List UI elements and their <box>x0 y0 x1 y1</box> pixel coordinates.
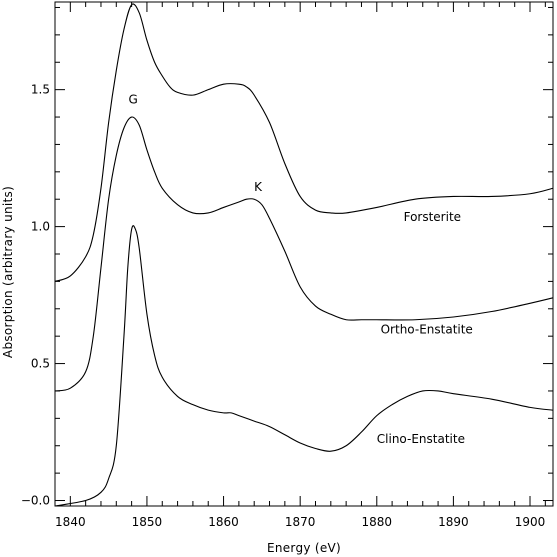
series-line-forsterite <box>54 3 554 282</box>
y-tick-label: 1.5 <box>31 83 50 97</box>
x-tick-label: 1840 <box>55 515 86 529</box>
series-label-clino-enstatite: Clino-Enstatite <box>377 432 465 446</box>
y-tick-label: 1.0 <box>31 220 50 234</box>
x-tick-label: 1870 <box>285 515 316 529</box>
chart-labels: Forsterite Ortho-Enstatite Clino-Enstatite… <box>128 92 472 446</box>
x-axis-title: Energy (eV) <box>267 541 341 555</box>
y-tick-label: 0.5 <box>31 357 50 371</box>
series-lines <box>54 3 554 507</box>
plot-frame <box>54 1 554 507</box>
x-tick-label: 1860 <box>208 515 239 529</box>
series-line-clino-enstatite <box>54 225 554 507</box>
y-tick-label: −0.0 <box>21 494 50 508</box>
x-tick-label: 1880 <box>362 515 393 529</box>
peak-label-k: K <box>254 180 263 194</box>
x-tick-label: 1900 <box>515 515 546 529</box>
series-line-ortho-enstatite <box>54 116 554 392</box>
series-label-forsterite: Forsterite <box>404 210 461 224</box>
x-tick-label: 1890 <box>438 515 469 529</box>
y-axis-title: Absorption (arbitrary units) <box>1 186 15 358</box>
axes: 1840 1850 1860 1870 1880 1890 1900 −0.0 0.5 1.0 1.… <box>21 1 554 529</box>
series-label-ortho-enstatite: Ortho-Enstatite <box>381 322 473 336</box>
x-tick-label: 1850 <box>132 515 163 529</box>
peak-label-g: G <box>128 92 137 106</box>
